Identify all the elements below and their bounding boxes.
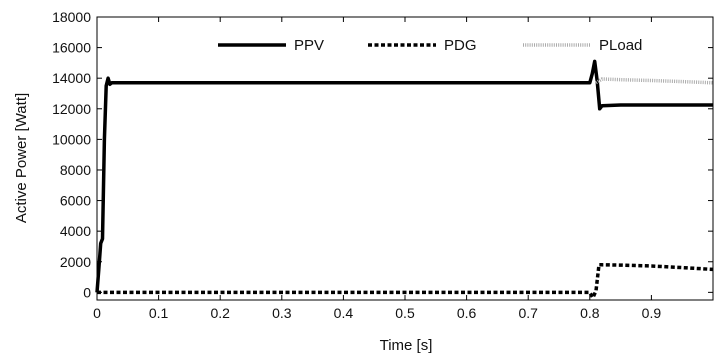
legend-label-pload: PLoad xyxy=(599,37,642,54)
y-tick-label: 12000 xyxy=(52,101,91,117)
x-tick-label: 0.8 xyxy=(580,305,600,321)
x-axis-label: Time [s] xyxy=(380,337,433,354)
y-tick-label: 8000 xyxy=(60,162,91,178)
legend: PPV PDG PLoad xyxy=(218,37,642,54)
series-line-ppv xyxy=(95,59,713,293)
plot-area: 0 2000 4000 6000 8000 10000 12000 14000 16000 180… xyxy=(52,9,714,321)
y-tick-label: 4000 xyxy=(60,223,91,239)
x-tick-label: 0.1 xyxy=(149,305,169,321)
x-tick-label: 0 xyxy=(93,305,101,321)
series-line-pdg xyxy=(97,263,714,300)
y-tick-label: 0 xyxy=(83,284,91,300)
x-tick-label: 0.5 xyxy=(395,305,415,321)
y-tick-label: 10000 xyxy=(52,131,91,147)
legend-label-ppv: PPV xyxy=(294,37,324,54)
series-line-pload xyxy=(595,77,714,85)
y-tick-label: 6000 xyxy=(60,193,91,209)
x-tick-label: 0.3 xyxy=(272,305,292,321)
series-layer xyxy=(95,59,714,300)
y-tick-label: 18000 xyxy=(52,9,91,25)
x-tick-label: 0.7 xyxy=(518,305,538,321)
y-tick-label: 2000 xyxy=(60,254,91,270)
legend-label-pdg: PDG xyxy=(444,37,477,54)
y-tick-label: 16000 xyxy=(52,40,91,56)
x-tick-label: 0.9 xyxy=(642,305,662,321)
y-axis-label: Active Power [Watt] xyxy=(13,93,30,223)
x-tick-label: 0.2 xyxy=(210,305,230,321)
x-tick-label: 0.6 xyxy=(457,305,477,321)
y-tick-label: 14000 xyxy=(52,70,91,86)
x-tick-label: 0.4 xyxy=(334,305,354,321)
